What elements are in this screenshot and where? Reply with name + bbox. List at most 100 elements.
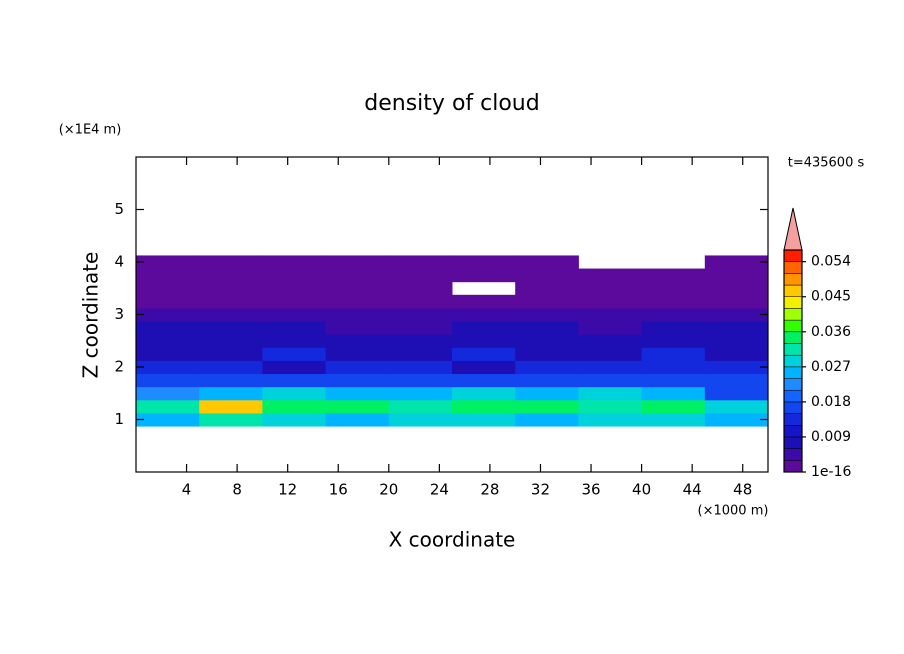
- heat-cell: [704, 334, 769, 348]
- x-axis-label: X coordinate: [389, 528, 516, 552]
- heat-cell: [515, 268, 579, 283]
- heat-cell: [578, 281, 643, 296]
- colorbar-band: [783, 296, 803, 309]
- heat-cell: [641, 373, 706, 388]
- y-tick-label: 3: [114, 305, 124, 323]
- colorbar-band: [783, 354, 803, 368]
- heat-cell: [515, 399, 579, 414]
- colorbar-band: [783, 401, 803, 414]
- x-tick-label: 44: [683, 481, 702, 499]
- heat-cell: [704, 373, 769, 388]
- colorbar-band: [783, 273, 803, 286]
- heat-cell: [262, 412, 327, 427]
- heat-cell: [515, 294, 579, 309]
- heat-cell: [578, 399, 643, 414]
- colorbar-band: [783, 319, 803, 333]
- colorbar-tick-label: 0.009: [811, 429, 851, 445]
- heat-cell: [136, 294, 200, 309]
- heat-cell: [704, 412, 769, 427]
- heat-cell: [641, 386, 706, 401]
- heat-cell: [388, 307, 453, 322]
- heat-cell: [325, 399, 390, 414]
- colorbar-tick-label: 0.045: [811, 289, 851, 305]
- heat-cell: [452, 307, 516, 322]
- heat-cell: [388, 334, 453, 348]
- heat-cell: [388, 321, 453, 335]
- heat-cell: [199, 294, 263, 309]
- heat-cell: [578, 307, 643, 322]
- heat-cell: [199, 334, 263, 348]
- colorbar-tick-label: 0.027: [811, 359, 851, 375]
- heat-cell: [199, 268, 263, 283]
- heat-cell: [262, 334, 327, 348]
- heat-cell: [704, 321, 769, 335]
- chart-title: density of cloud: [364, 91, 539, 116]
- heat-cell: [641, 321, 706, 335]
- heat-cell: [704, 255, 769, 270]
- heat-cell: [262, 360, 327, 375]
- heat-cell: [388, 255, 453, 270]
- x-tick-label: 16: [329, 481, 348, 499]
- heat-cell: [641, 347, 706, 361]
- heat-cell: [388, 399, 453, 414]
- y-tick-label: 4: [114, 253, 124, 271]
- heat-cell: [262, 268, 327, 283]
- x-tick-label: 32: [531, 481, 550, 499]
- heat-cell: [641, 399, 706, 414]
- heat-cell: [515, 334, 579, 348]
- y-tick-label: 1: [114, 410, 124, 428]
- heat-cell: [262, 307, 327, 322]
- heat-cell: [704, 281, 769, 296]
- heat-cell: [325, 412, 390, 427]
- colorbar-band: [783, 331, 803, 344]
- heat-cell: [136, 307, 200, 322]
- colorbar-band: [783, 366, 803, 379]
- heat-cell: [578, 294, 643, 309]
- colorbar-band: [783, 378, 803, 391]
- heat-cell: [325, 255, 390, 270]
- heat-cell: [704, 386, 769, 401]
- heat-cell: [325, 386, 390, 401]
- heat-cell: [325, 294, 390, 309]
- time-annotation: t=435600 s: [788, 156, 865, 171]
- heat-cell: [641, 281, 706, 296]
- x-tick-label: 12: [278, 481, 297, 499]
- colorbar-band: [783, 460, 803, 473]
- heat-cell: [136, 268, 200, 283]
- heat-cell: [515, 373, 579, 388]
- heat-cell: [388, 294, 453, 309]
- heat-cell: [136, 347, 200, 361]
- heat-cell: [199, 399, 263, 414]
- heat-cell: [199, 386, 263, 401]
- heat-cell: [325, 307, 390, 322]
- heat-cell: [325, 281, 390, 296]
- heat-cell: [515, 360, 579, 375]
- heat-cell: [515, 307, 579, 322]
- heat-cell: [452, 386, 516, 401]
- heat-cell: [136, 373, 200, 388]
- heat-cell: [641, 268, 706, 283]
- colorbar-band: [783, 343, 803, 356]
- heat-cell: [262, 347, 327, 361]
- heat-cell: [136, 334, 200, 348]
- heat-cell: [199, 412, 263, 427]
- x-tick-label: 24: [430, 481, 449, 499]
- colorbar-band: [783, 436, 803, 449]
- heat-cell: [325, 347, 390, 361]
- heat-cell: [515, 386, 579, 401]
- y-axis-label: Z coordinate: [79, 252, 103, 379]
- heat-cell: [452, 412, 516, 427]
- heat-cell: [578, 373, 643, 388]
- heat-cell: [641, 294, 706, 309]
- heat-cell: [199, 321, 263, 335]
- x-tick-label: 4: [182, 481, 192, 499]
- heat-cell: [515, 347, 579, 361]
- heat-cell: [262, 386, 327, 401]
- heat-cell: [388, 360, 453, 375]
- x-tick-label: 40: [632, 481, 651, 499]
- heat-cell: [641, 307, 706, 322]
- heat-cell: [452, 321, 516, 335]
- heat-cell: [515, 281, 579, 296]
- heat-cell: [136, 321, 200, 335]
